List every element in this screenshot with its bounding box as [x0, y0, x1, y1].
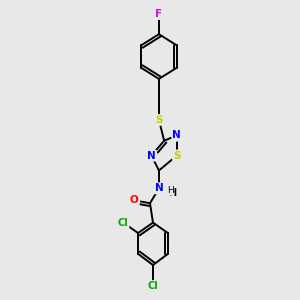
Text: N: N — [154, 183, 163, 194]
Text: N: N — [172, 130, 181, 140]
Text: N: N — [147, 151, 156, 160]
Text: S: S — [173, 151, 181, 160]
Text: Cl: Cl — [118, 218, 129, 228]
Text: O: O — [130, 195, 139, 205]
Text: F: F — [155, 9, 163, 19]
Text: H: H — [167, 186, 174, 195]
Text: Cl: Cl — [148, 281, 158, 291]
Text: S: S — [155, 115, 163, 125]
Text: H: H — [168, 188, 176, 198]
